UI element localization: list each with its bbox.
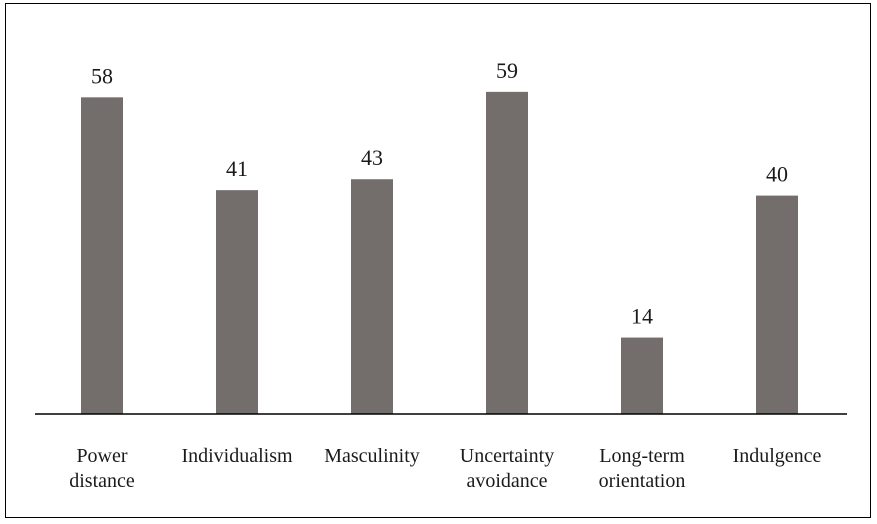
- bar-4: [621, 337, 663, 414]
- bar-5: [756, 195, 798, 414]
- bar-0: [81, 97, 123, 414]
- x-tick-label-4-line-1: orientation: [599, 470, 686, 492]
- x-tick-label-0-line-1: distance: [69, 470, 135, 492]
- bar-2: [351, 179, 393, 414]
- value-label-4: 14: [631, 304, 653, 329]
- chart-frame: [5, 3, 871, 518]
- x-tick-label-3-line-0: Uncertainty: [460, 445, 554, 467]
- value-label-5: 40: [766, 162, 788, 187]
- x-tick-label-2: Masculinity: [324, 445, 420, 467]
- value-label-2: 43: [361, 145, 383, 170]
- x-tick-label-2-line-0: Masculinity: [324, 445, 420, 467]
- x-tick-label-1-line-0: Individualism: [181, 445, 293, 467]
- value-label-0: 58: [91, 63, 113, 88]
- x-tick-label-5: Indulgence: [733, 445, 822, 467]
- x-tick-label-0-line-0: Power: [76, 445, 127, 467]
- value-labels-group: 58 41 43 59 14 40: [91, 58, 788, 329]
- value-label-1: 41: [226, 156, 248, 181]
- bar-1: [216, 190, 258, 414]
- x-tick-labels-group: Power distance Individualism Masculinity Unc…: [69, 445, 821, 492]
- x-tick-label-3-line-1: avoidance: [466, 470, 547, 492]
- value-label-3: 59: [496, 58, 518, 83]
- x-tick-label-5-line-0: Indulgence: [733, 445, 822, 467]
- x-tick-label-4: Long-term orientation: [599, 445, 686, 492]
- bars-group: [81, 91, 798, 415]
- x-tick-label-0: Power distance: [69, 445, 135, 492]
- bar-3: [486, 91, 528, 415]
- x-tick-label-3: Uncertainty avoidance: [460, 445, 554, 492]
- x-tick-label-1: Individualism: [181, 445, 293, 467]
- x-tick-label-4-line-0: Long-term: [599, 445, 685, 467]
